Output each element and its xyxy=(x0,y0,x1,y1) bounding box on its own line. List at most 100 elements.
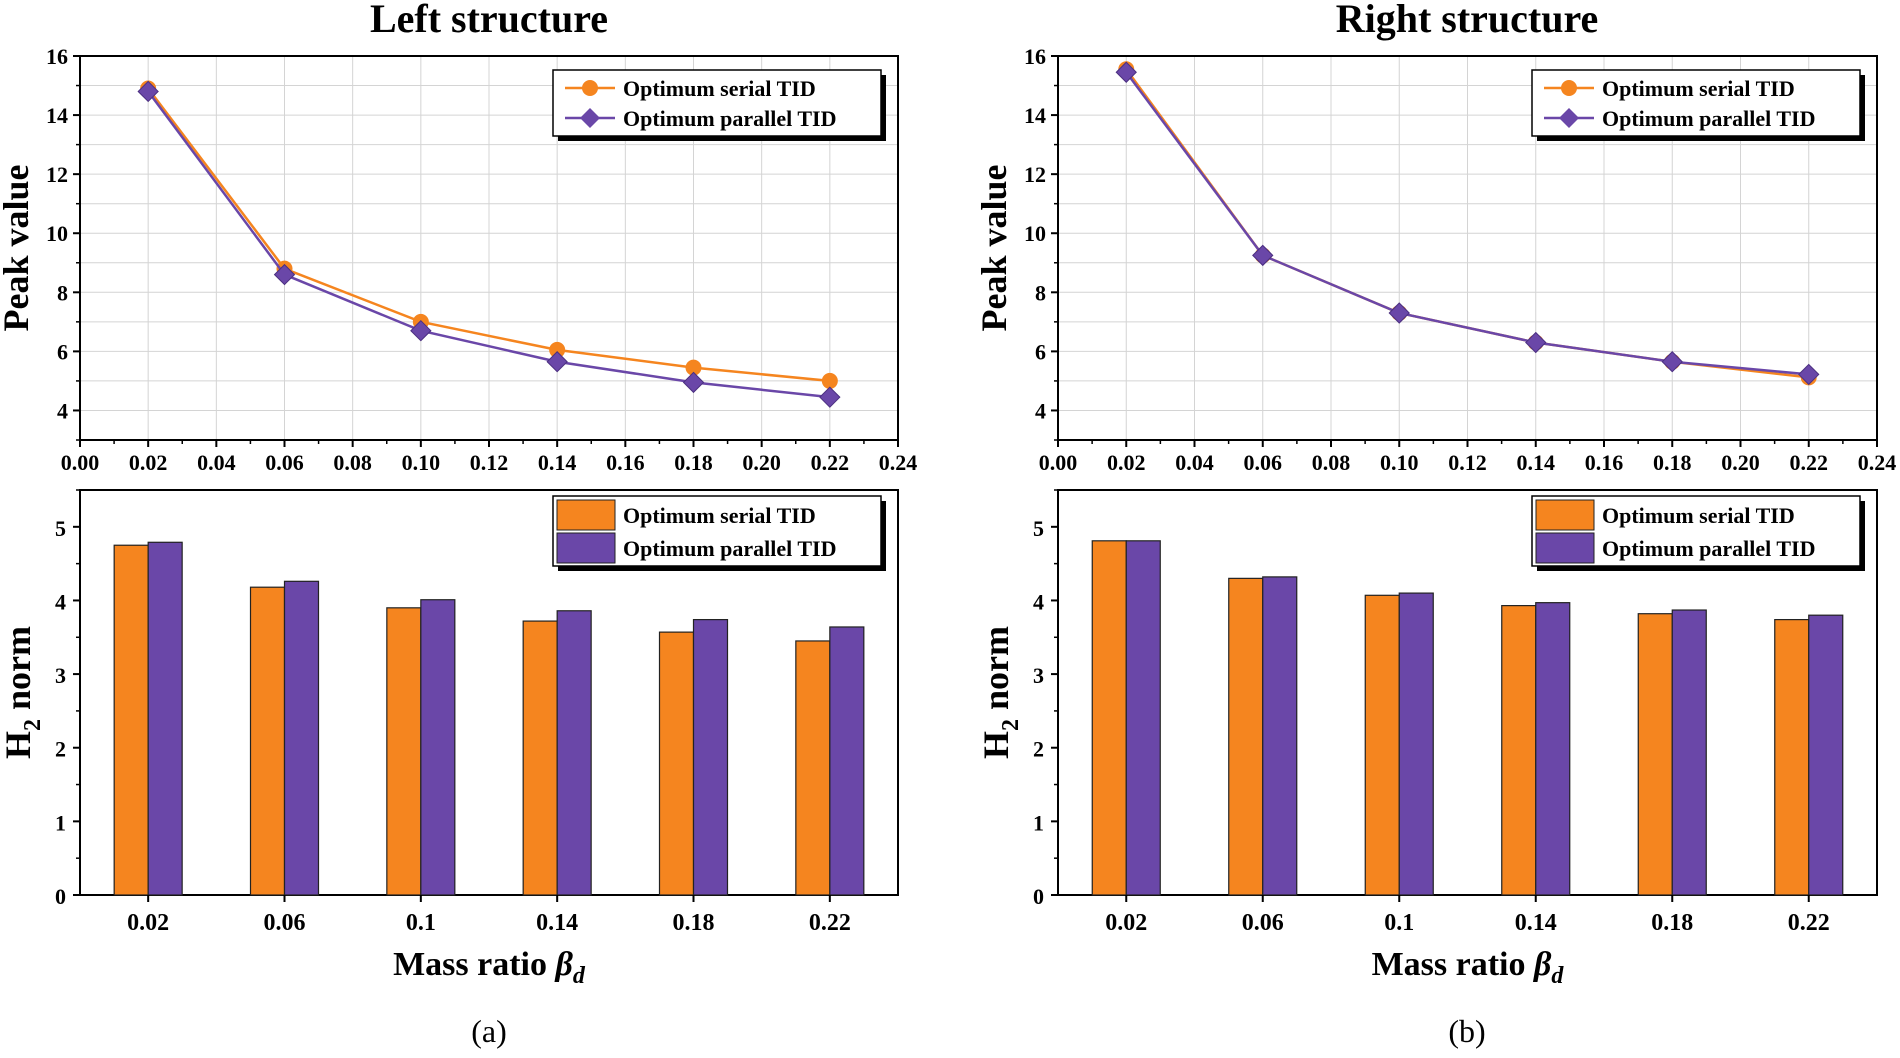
bar-parallel xyxy=(283,580,320,896)
bar-parallel xyxy=(1398,592,1434,896)
data-point-parallel xyxy=(682,371,705,394)
x-tick-label: 0.02 xyxy=(127,910,169,936)
x-axis-label: Mass ratio βd xyxy=(1372,946,1565,989)
bar-serial xyxy=(386,607,422,896)
data-point-serial xyxy=(821,372,838,389)
y-axis-label-sub: 2 xyxy=(998,719,1024,731)
x-tick-label: 0.14 xyxy=(1517,450,1556,475)
y-tick-label: 5 xyxy=(1033,516,1044,541)
y-axis-label-rest: norm xyxy=(0,626,38,719)
x-tick-label: 0.20 xyxy=(1721,450,1760,475)
bar-parallel xyxy=(692,618,729,896)
x-tick-label: 0.18 xyxy=(674,450,713,475)
plot-frame xyxy=(79,489,899,896)
data-point-parallel xyxy=(1115,61,1137,83)
x-tick-label: 0.10 xyxy=(402,450,441,475)
legend-swatch xyxy=(556,499,616,531)
y-tick-label: 4 xyxy=(1033,589,1044,614)
y-tick-label: 14 xyxy=(46,103,68,128)
bar-parallel xyxy=(556,610,592,896)
x-tick-label: 0.02 xyxy=(1107,450,1146,475)
legend-swatch xyxy=(1535,499,1595,531)
x-tick-label: 0.06 xyxy=(265,450,304,475)
y-tick-label: 1 xyxy=(1033,810,1044,835)
data-point-serial xyxy=(549,341,566,358)
x-tick-label: 0.1 xyxy=(1384,910,1414,936)
x-axis-label: Mass ratio βd xyxy=(393,946,586,989)
x-tick-label: 0.12 xyxy=(470,450,509,475)
x-axis-label-sub: d xyxy=(573,963,586,989)
series-line-serial xyxy=(147,87,830,383)
x-tick-label: 0.08 xyxy=(1312,450,1351,475)
x-axis-label-symbol: β xyxy=(554,946,574,983)
y-tick-label: 4 xyxy=(1035,398,1046,423)
x-tick-label: 0.16 xyxy=(1585,450,1624,475)
legend-marker-diamond xyxy=(1559,108,1579,128)
y-axis-label: H2 norm xyxy=(0,626,46,759)
x-tick-label: 0.06 xyxy=(1244,450,1283,475)
x-tick-label: 0.20 xyxy=(742,450,781,475)
x-tick-label: 0.18 xyxy=(1653,450,1692,475)
bar-serial xyxy=(658,631,695,896)
x-axis-label-symbol: β xyxy=(1532,946,1552,983)
chart-title: Right structure xyxy=(1336,0,1599,41)
bar-parallel xyxy=(1125,540,1161,896)
bar-serial xyxy=(1774,618,1810,896)
y-tick-label: 0 xyxy=(55,884,66,909)
y-tick-label: 4 xyxy=(55,589,66,614)
x-tick-label: 0.06 xyxy=(264,910,306,936)
y-tick-label: 12 xyxy=(1024,162,1046,187)
data-point-parallel xyxy=(1252,244,1274,267)
x-tick-label: 0.14 xyxy=(536,910,578,936)
legend-label: Optimum serial TID xyxy=(623,76,816,101)
legend-marker-diamond xyxy=(580,108,600,128)
x-tick-label: 0.1 xyxy=(406,910,436,936)
y-tick-label: 5 xyxy=(55,516,66,541)
x-tick-label: 0.08 xyxy=(333,450,372,475)
bar-serial xyxy=(1501,605,1537,896)
legend-swatch xyxy=(556,532,616,564)
y-axis-label: Peak value xyxy=(974,164,1014,331)
y-axis-label: Peak value xyxy=(0,164,36,331)
x-tick-label: 0.00 xyxy=(1039,450,1078,475)
y-axis-label: H2 norm xyxy=(976,626,1024,759)
x-tick-label: 0.14 xyxy=(538,450,577,475)
x-axis-label-sub: d xyxy=(1551,963,1564,989)
data-point-parallel xyxy=(1388,302,1410,324)
bar-serial xyxy=(1364,594,1400,896)
bar-parallel xyxy=(1808,614,1844,896)
x-tick-label: 0.24 xyxy=(1858,450,1897,475)
x-tick-label: 0.22 xyxy=(1788,910,1830,936)
a_line-chart: 0.00 0.02 0.04 0.06 0.08 0.10 0.12 0.14 0.16 0.18… xyxy=(0,0,917,475)
data-point-parallel xyxy=(819,386,841,408)
y-tick-label: 16 xyxy=(1024,44,1046,69)
x-tick-label: 0.04 xyxy=(1175,450,1214,475)
x-tick-label: 0.24 xyxy=(879,450,918,475)
data-point-parallel xyxy=(137,80,159,103)
data-point-parallel xyxy=(1525,331,1547,354)
legend-box xyxy=(552,69,882,137)
a_bar-chart: 0 1 2 3 4 5 0.02 0.06 0.1 0.14 0.18 0.22 Optimum ser… xyxy=(0,489,899,989)
panel-caption-a: (a) xyxy=(471,1013,507,1049)
x-tick-label: 0.18 xyxy=(673,910,715,936)
bar-parallel xyxy=(420,599,456,896)
bar-serial xyxy=(113,544,149,896)
series-line-parallel xyxy=(1125,71,1809,376)
x-tick-label: 0.10 xyxy=(1380,450,1419,475)
bar-parallel xyxy=(829,626,865,896)
x-tick-label: 0.16 xyxy=(606,450,645,475)
bar-serial xyxy=(1228,577,1264,896)
bar-parallel xyxy=(1262,576,1298,896)
x-tick-label: 0.04 xyxy=(197,450,236,475)
legend-marker-circle xyxy=(1561,80,1577,96)
y-tick-label: 10 xyxy=(1024,221,1046,246)
y-tick-label: 12 xyxy=(46,162,68,187)
bar-serial xyxy=(249,586,286,896)
y-tick-label: 6 xyxy=(1035,339,1046,364)
bar-serial xyxy=(522,620,558,896)
y-axis-label-main: H xyxy=(0,731,38,759)
data-point-serial xyxy=(685,359,702,376)
legend-label: Optimum serial TID xyxy=(1602,76,1795,101)
